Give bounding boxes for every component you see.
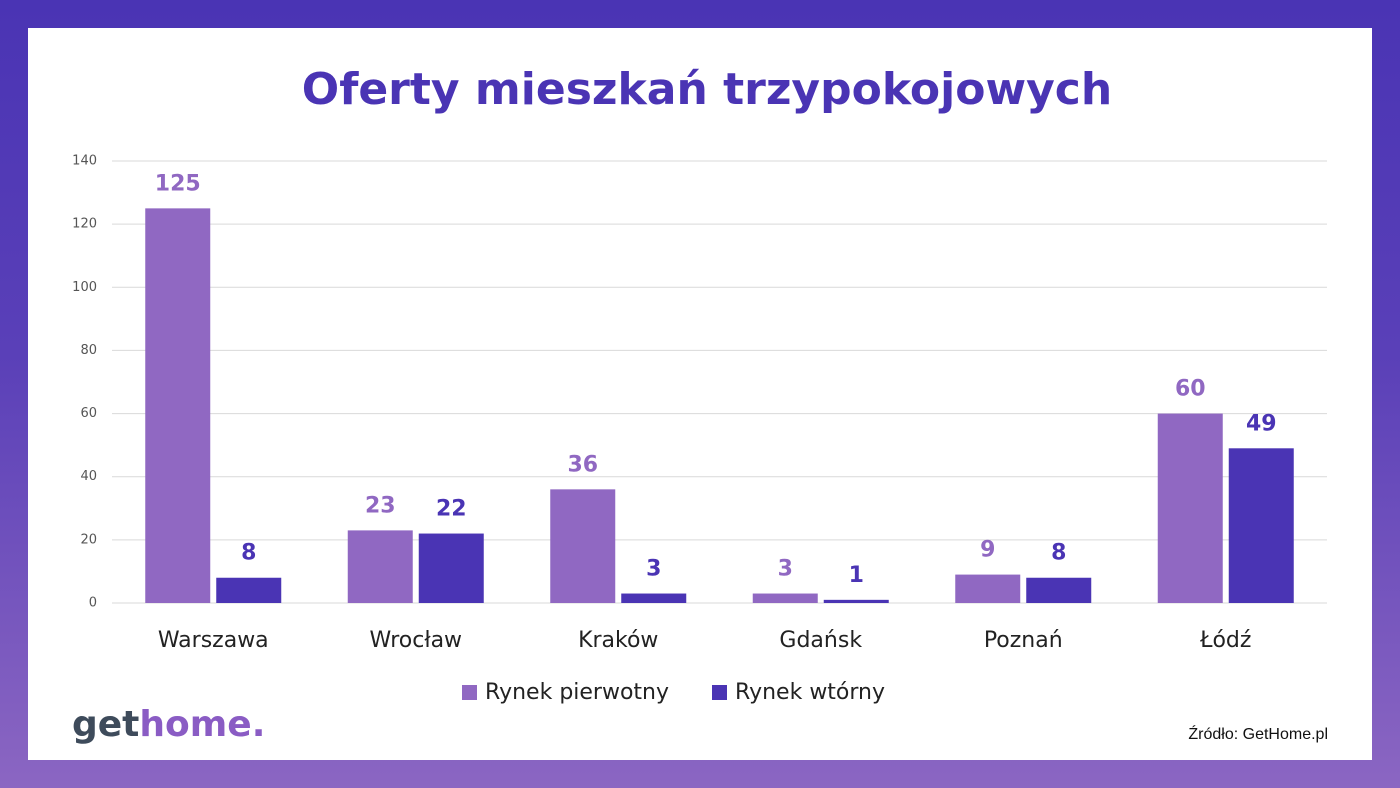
y-tick-label: 80 — [80, 343, 97, 358]
panel — [28, 28, 1372, 760]
value-label: 22 — [436, 497, 467, 522]
value-label: 8 — [241, 541, 256, 566]
bar — [145, 208, 211, 603]
source: Źródło: GetHome.pl — [1188, 724, 1328, 743]
x-tick-label: Warszawa — [158, 628, 269, 653]
legend-label: Rynek pierwotny — [485, 680, 669, 705]
x-tick-label: Poznań — [984, 628, 1063, 653]
x-tick-label: Wrocław — [369, 628, 462, 653]
legend-label: Rynek wtórny — [735, 680, 885, 705]
value-label: 9 — [980, 538, 995, 563]
value-label: 36 — [567, 452, 598, 477]
chart-title: Oferty mieszkań trzypokojowych — [302, 64, 1112, 115]
y-tick-label: 120 — [72, 217, 97, 232]
value-label: 49 — [1246, 411, 1277, 436]
legend-swatch — [712, 685, 727, 700]
value-label: 60 — [1175, 377, 1206, 402]
bar — [347, 530, 413, 603]
bar — [823, 599, 889, 603]
value-label: 125 — [155, 171, 201, 196]
bar — [1026, 577, 1092, 603]
y-tick-label: 140 — [72, 154, 97, 169]
bar — [550, 489, 616, 603]
y-tick-label: 0 — [89, 596, 97, 611]
x-tick-label: Łódź — [1199, 628, 1251, 653]
value-label: 23 — [365, 493, 396, 518]
bar — [418, 533, 484, 603]
bar — [216, 577, 282, 603]
y-tick-label: 40 — [80, 469, 97, 484]
y-tick-label: 100 — [72, 280, 97, 295]
bar — [1228, 448, 1294, 603]
logo-part: home. — [139, 704, 265, 745]
bar — [955, 574, 1021, 603]
logo-part: get — [72, 704, 139, 745]
logo: gethome. — [72, 704, 265, 745]
value-label: 3 — [646, 557, 661, 582]
value-label: 1 — [849, 563, 864, 588]
y-tick-label: 60 — [80, 406, 97, 421]
bar — [1157, 413, 1223, 603]
x-tick-label: Gdańsk — [779, 628, 862, 653]
y-tick-label: 20 — [80, 532, 97, 547]
value-label: 3 — [778, 557, 793, 582]
x-tick-label: Kraków — [578, 628, 658, 653]
bar — [752, 593, 818, 603]
value-label: 8 — [1051, 541, 1066, 566]
legend-swatch — [462, 685, 477, 700]
bar — [621, 593, 687, 603]
